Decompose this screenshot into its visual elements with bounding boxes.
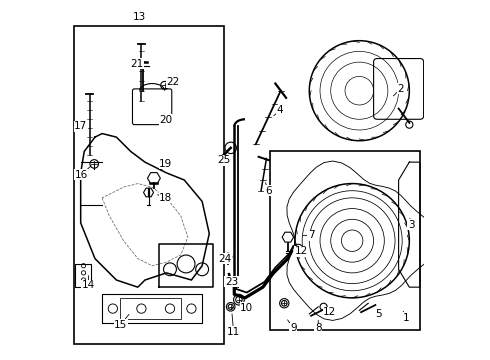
Text: 24: 24: [219, 253, 232, 264]
Text: 11: 11: [227, 327, 240, 337]
Text: 16: 16: [75, 170, 88, 180]
Text: 1: 1: [402, 312, 409, 323]
Text: 8: 8: [315, 323, 321, 333]
Bar: [75, 264, 92, 287]
Text: 20: 20: [159, 115, 172, 125]
Bar: [270, 152, 420, 330]
Text: 12: 12: [323, 307, 336, 317]
Text: 22: 22: [166, 77, 179, 87]
Text: 17: 17: [74, 121, 87, 131]
Text: 15: 15: [114, 320, 127, 330]
Bar: [74, 26, 223, 344]
Text: 5: 5: [376, 309, 382, 319]
Text: 7: 7: [308, 230, 315, 240]
Text: 10: 10: [240, 303, 253, 313]
Text: 9: 9: [290, 323, 296, 333]
Text: 19: 19: [159, 159, 172, 169]
Text: 25: 25: [217, 156, 230, 165]
Text: 4: 4: [277, 105, 283, 115]
Text: 23: 23: [225, 277, 238, 287]
Text: 3: 3: [408, 220, 415, 230]
Text: 6: 6: [265, 186, 271, 196]
Text: 21: 21: [130, 59, 144, 69]
Text: 14: 14: [82, 280, 95, 291]
Bar: [120, 298, 181, 319]
Text: 13: 13: [133, 13, 146, 22]
Text: 12: 12: [295, 247, 308, 256]
Text: 2: 2: [397, 84, 404, 94]
Text: 18: 18: [159, 193, 172, 203]
